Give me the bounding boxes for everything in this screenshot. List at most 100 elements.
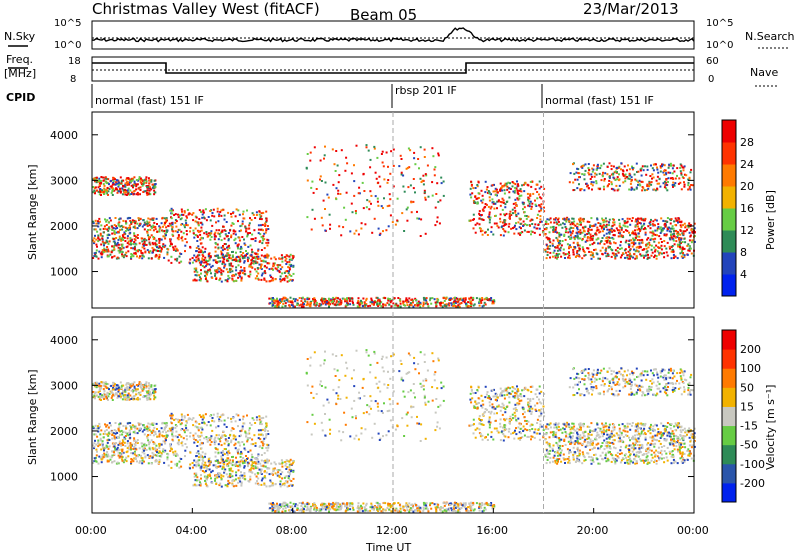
power-cell — [101, 251, 104, 254]
power-cell — [624, 177, 627, 180]
power-cell — [219, 267, 222, 270]
velocity-cell — [111, 430, 114, 433]
velocity-cell — [102, 381, 105, 384]
power-cell — [672, 178, 675, 180]
power-cell — [106, 240, 109, 243]
power-cell — [260, 224, 262, 227]
power-cell — [320, 180, 323, 182]
power-cell — [237, 247, 239, 250]
velocity-cell — [133, 453, 136, 456]
power-cell — [111, 225, 114, 228]
power-cell — [555, 221, 558, 224]
velocity-cell — [185, 420, 188, 423]
power-cell — [635, 233, 637, 236]
power-cell — [221, 249, 224, 252]
power-cell — [125, 191, 127, 194]
power-cell — [125, 178, 128, 181]
velocity-cell — [135, 398, 138, 401]
power-cell — [99, 189, 102, 192]
velocity-cell — [121, 450, 124, 453]
power-cell — [671, 167, 674, 170]
power-cell — [572, 248, 575, 251]
power-cell — [329, 223, 332, 226]
power-cell — [575, 171, 578, 174]
power-cell — [240, 279, 243, 282]
velocity-cell — [189, 463, 192, 466]
power-cell — [275, 300, 278, 303]
velocity-cell — [121, 433, 124, 436]
velocity-cell — [174, 426, 177, 429]
velocity-cell — [158, 455, 161, 458]
power-cell — [448, 302, 451, 305]
power-cell — [158, 239, 161, 242]
power-cell — [139, 193, 141, 196]
velocity-cell — [158, 444, 161, 447]
power-cell — [202, 255, 205, 258]
power-cell — [231, 255, 234, 258]
power-cell — [114, 217, 117, 219]
power-cell — [287, 272, 290, 275]
power-cell — [644, 227, 646, 230]
power-cell — [618, 165, 621, 168]
power-cell — [591, 225, 594, 228]
velocity-cell — [131, 396, 133, 399]
velocity-cell — [139, 383, 142, 386]
power-cell — [496, 207, 498, 210]
power-cell — [94, 253, 97, 256]
power-cell — [247, 227, 250, 230]
power-cell — [557, 240, 560, 243]
power-cell — [113, 240, 116, 243]
power-cell — [210, 230, 213, 233]
power-cell — [588, 168, 591, 171]
power-cell — [623, 222, 626, 225]
power-cell — [163, 256, 166, 259]
power-cell — [150, 188, 153, 191]
power-cell — [148, 221, 151, 224]
power-cell — [145, 178, 148, 181]
power-cell — [564, 226, 567, 228]
velocity-cell — [250, 453, 253, 456]
power-cell — [682, 224, 684, 227]
power-cell — [631, 165, 633, 168]
power-cell — [693, 227, 696, 230]
velocity-cell — [187, 418, 190, 421]
power-cell — [280, 300, 283, 303]
power-cell — [388, 204, 391, 207]
power-cell — [668, 218, 671, 221]
colorbar-swatch — [722, 208, 736, 231]
power-cell — [151, 246, 154, 249]
power-cell — [540, 185, 543, 188]
power-cell — [174, 230, 177, 233]
velocity-cell — [226, 451, 228, 454]
power-cell — [584, 226, 587, 228]
velocity-cell — [125, 395, 128, 397]
velocity-cell — [142, 424, 145, 426]
power-cell — [376, 303, 379, 306]
power-cell — [112, 227, 115, 229]
power-cell — [582, 164, 585, 167]
power-cell — [422, 304, 425, 307]
power-cell — [634, 224, 637, 227]
power-cell — [469, 187, 472, 190]
power-cell — [306, 216, 309, 219]
power-cell — [665, 251, 668, 254]
power-cell — [601, 230, 604, 233]
power-cell — [92, 222, 95, 225]
power-cell — [215, 255, 218, 258]
power-cell — [539, 196, 542, 199]
power-cell — [603, 243, 606, 246]
power-cell — [481, 233, 484, 236]
power-cell — [158, 230, 161, 233]
power-cell — [635, 179, 638, 182]
power-cell — [648, 185, 651, 188]
power-cell — [552, 229, 555, 232]
power-cell — [95, 177, 98, 180]
power-cell — [412, 299, 415, 302]
velocity-cell — [158, 458, 161, 461]
velocity-cell — [94, 456, 97, 459]
power-cell — [682, 252, 684, 254]
power-cell — [679, 224, 682, 227]
power-cell — [663, 252, 665, 255]
power-cell — [219, 211, 222, 213]
power-cell — [604, 217, 607, 220]
